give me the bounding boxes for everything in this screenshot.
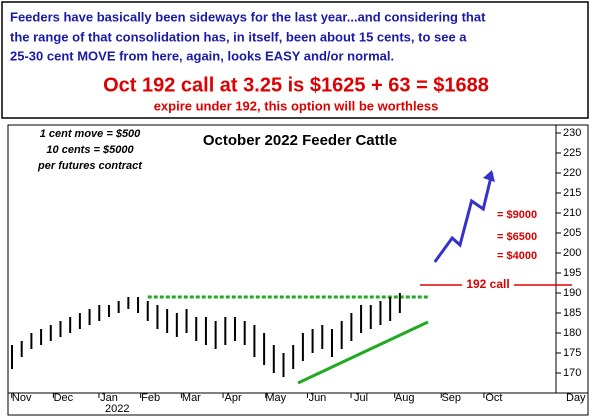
note: 10 cents = $5000 — [46, 144, 134, 156]
call-label: 192 call — [466, 277, 509, 291]
trendline — [297, 320, 429, 385]
projection — [433, 172, 494, 263]
profit-label: = $4000 — [497, 250, 537, 262]
x-tick-label: Jul — [354, 392, 368, 404]
header-box — [1, 1, 589, 119]
subline: expire under 192, this option will be wo… — [154, 98, 439, 113]
y-tick-label: 190 — [563, 287, 581, 299]
note: 1 cent move = $500 — [40, 128, 141, 140]
y-tick-label: 205 — [563, 227, 581, 239]
header-line: Feeders have basically been sideways for… — [10, 9, 486, 24]
y-tick-label: 230 — [563, 127, 581, 139]
y-tick-label: 200 — [563, 247, 581, 259]
note: per futures contract — [37, 160, 143, 172]
x-tick-label: Feb — [141, 392, 160, 404]
x-tick-label: Apr — [225, 392, 242, 404]
x-tick-label: Aug — [395, 392, 415, 404]
x-tick-label: Mar — [182, 392, 201, 404]
y-tick-label: 220 — [563, 167, 581, 179]
call-label-bg — [462, 278, 514, 292]
arrow-head — [482, 170, 495, 182]
y-tick-label: 185 — [563, 307, 581, 319]
x-tick-label: Jun — [309, 392, 327, 404]
profit-label: = $9000 — [497, 209, 537, 221]
y-tick-label: 215 — [563, 187, 581, 199]
y-tick-label: 225 — [563, 147, 581, 159]
x-tick-label: Nov — [12, 392, 32, 404]
x-axis-label: Day — [566, 392, 586, 404]
x-tick-label: Oct — [485, 392, 502, 404]
header-line: 25-30 cent MOVE from here, again, looks … — [10, 48, 394, 63]
x-tick-label: Dec — [54, 392, 74, 404]
y-tick-label: 175 — [563, 347, 581, 359]
header-line: the range of that consolidation has, in … — [10, 29, 467, 44]
x-tick-label: Sep — [441, 392, 461, 404]
year-label: 2022 — [105, 403, 129, 415]
y-tick-label: 180 — [563, 327, 581, 339]
y-tick-label: 170 — [563, 367, 581, 379]
profit-label: = $6500 — [497, 231, 537, 243]
y-tick-label: 195 — [563, 267, 581, 279]
x-tick-label: May — [265, 392, 286, 404]
y-tick-label: 210 — [563, 207, 581, 219]
x-tick-label: Jan — [100, 392, 118, 404]
headline: Oct 192 call at 3.25 is $1625 + 63 = $16… — [103, 74, 489, 96]
chart-title: October 2022 Feeder Cattle — [203, 132, 397, 149]
